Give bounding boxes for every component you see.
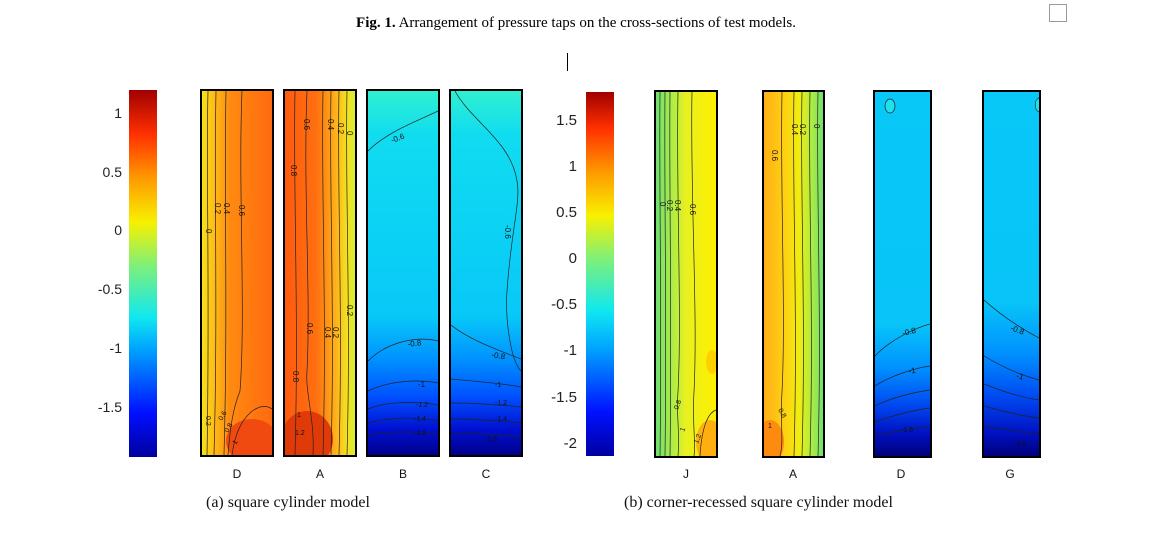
colorbar-b-tick: -2 — [563, 435, 577, 452]
contour-label: 0 — [204, 229, 213, 234]
contour-label: 0.4 — [323, 327, 332, 339]
contour-label: -0.8 — [407, 338, 422, 349]
contour-label: 0.6 — [218, 410, 229, 422]
contour-label: 1.2 — [693, 433, 703, 445]
checkbox[interactable] — [1049, 4, 1067, 22]
colorbar-a-tick: 0.5 — [102, 164, 122, 180]
contour-label: 0.6 — [688, 204, 697, 216]
contour-label: -1.6 — [485, 436, 497, 443]
contour-label: 1 — [297, 412, 301, 419]
contour-label: 0.6 — [305, 323, 314, 335]
colorbar-b-tick: -1 — [563, 342, 577, 359]
contour-label: 0.4 — [673, 200, 682, 212]
panel-a-A: 0.6 0.4 0.2 0 0.8 0.6 0.4 0.2 0.2 0.8 1 … — [283, 89, 357, 457]
contour-label: 0.2 — [336, 123, 345, 135]
text-cursor — [567, 53, 568, 71]
contour-label: -1.4 — [495, 416, 507, 423]
contour-label: 1 — [679, 427, 687, 433]
colorbar-b-tick: 1 — [568, 158, 577, 175]
panel-label: G — [1005, 467, 1015, 481]
panel-a-C: -0.6 -0.8 -1 -1.2 -1.4 -1.6 — [449, 89, 523, 457]
panel-label: A — [315, 467, 324, 481]
panel-label: B — [398, 467, 407, 481]
contour-label: 0.2 — [213, 203, 222, 215]
panel-label: D — [896, 467, 906, 481]
contour-label: 0.2 — [204, 416, 211, 426]
contour-label: 0 — [345, 131, 354, 136]
contour-label: 1 — [768, 423, 772, 430]
colorbar-a-tick: -1 — [109, 340, 122, 356]
contour-label: -1.6 — [414, 430, 426, 437]
contour-label: 0.2 — [331, 327, 340, 339]
figure-caption: Fig. 1. Arrangement of pressure taps on … — [0, 15, 1152, 32]
colorbar-b-tick: 0 — [568, 250, 577, 267]
contour-label: -1.4 — [414, 416, 426, 423]
panel-b-A: 0 0.2 0.4 0.6 0.8 1 — [762, 90, 825, 458]
contour-label: 0.2 — [345, 305, 354, 317]
figure-label: Fig. 1. — [356, 15, 396, 31]
contour-label: -1 — [418, 380, 426, 389]
panel-b-D: -0.8 -1 -1.6 — [873, 90, 932, 458]
contour-label: 0 — [658, 202, 667, 207]
contour-label: -0.8 — [491, 350, 507, 361]
colorbar-b-tick: 0.5 — [556, 204, 577, 221]
contour-label: 0.8 — [289, 165, 298, 177]
panel-label: C — [481, 467, 491, 481]
contour-label: 0.2 — [665, 200, 674, 212]
panel-b-G: -0.8 -1 -1.8 — [982, 90, 1041, 458]
colorbar-a-tick: 1 — [114, 105, 122, 121]
panel-b-J: 0 0.2 0.4 0.6 0.8 1 1.2 — [654, 90, 718, 458]
contour-label: -0.6 — [503, 225, 512, 239]
figure-caption-text: Arrangement of pressure taps on the cros… — [398, 15, 796, 31]
panel-label: D — [232, 467, 242, 481]
contour-label: -1 — [495, 382, 501, 389]
contour-label: -1.8 — [1014, 441, 1026, 448]
contour-label: 0.4 — [222, 203, 231, 215]
contour-label: -1.2 — [416, 402, 428, 409]
subcaption-b: (b) corner-recessed square cylinder mode… — [624, 494, 893, 511]
contour-label: -1.2 — [495, 400, 507, 407]
contour-label: 0.8 — [673, 399, 683, 411]
contour-label: 0.8 — [776, 408, 787, 420]
contour-label: -0.8 — [901, 326, 917, 338]
contour-label: 1.2 — [295, 430, 305, 437]
contour-label: 0.4 — [326, 119, 335, 131]
subcaption-a: (a) square cylinder model — [206, 494, 370, 511]
colorbar-a-tick: 0 — [114, 222, 122, 238]
contour-label: -1 — [1016, 371, 1026, 382]
contour-label: 0.2 — [798, 124, 807, 136]
panel-label: J — [683, 467, 689, 481]
contour-label: 0.6 — [237, 205, 246, 217]
colorbar-b-tick: -0.5 — [551, 296, 577, 313]
colorbar-a-tick: -1.5 — [97, 399, 122, 415]
colorbar-b-tick: 1.5 — [556, 112, 577, 129]
colorbar-a-tick: -0.5 — [97, 281, 122, 297]
colorbar-a — [129, 90, 157, 457]
contour-label: -1 — [908, 366, 917, 376]
contour-label: 0.6 — [770, 150, 779, 162]
contour-label: 0.6 — [302, 119, 311, 131]
panel-label: A — [788, 467, 797, 481]
contour-label: -1.6 — [901, 427, 913, 434]
contour-label: 1 — [232, 439, 240, 446]
panel-a-B: -0.6 -0.8 -1 -1.2 -1.4 -1.6 — [366, 89, 440, 457]
contour-label: 0 — [812, 124, 821, 129]
panel-a-D: 0 0.2 0.4 0.6 0.2 0.6 0.8 1 — [200, 89, 274, 457]
colorbar-b — [586, 92, 614, 456]
contour-label: 0.8 — [291, 371, 300, 383]
colorbar-b-tick: -1.5 — [551, 389, 577, 406]
contour-label: 0.8 — [224, 422, 235, 434]
contour-label: 0.4 — [790, 124, 799, 136]
